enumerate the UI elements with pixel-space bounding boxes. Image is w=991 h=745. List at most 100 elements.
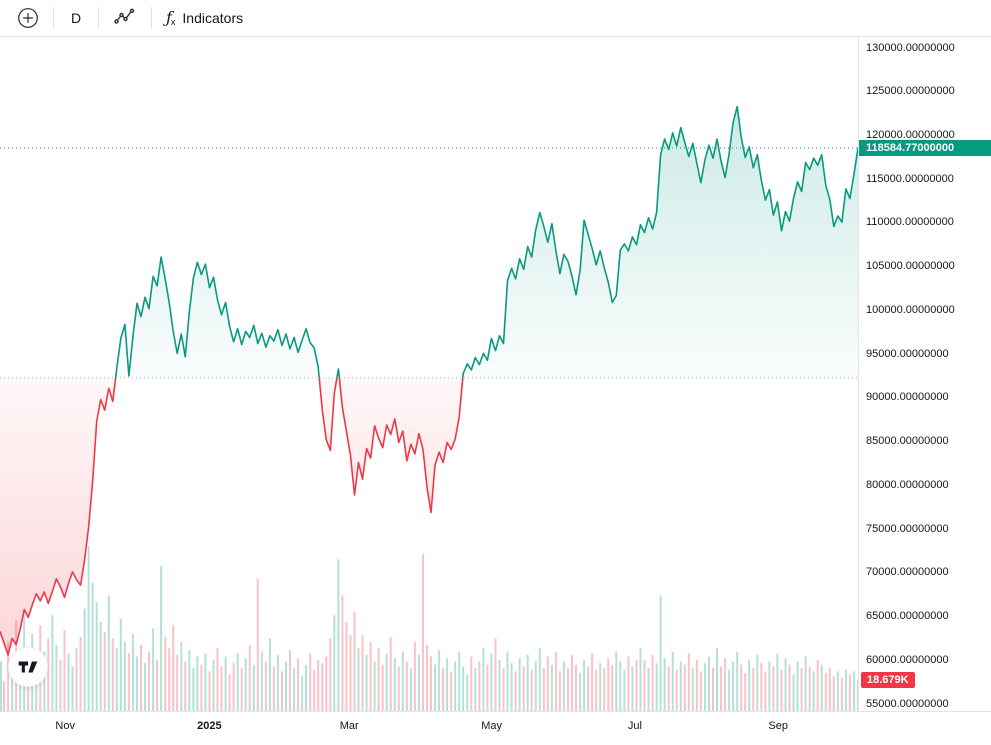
volume-bar [687,653,690,711]
volume-bar [349,635,352,711]
volume-bar [426,645,428,711]
volume-bar [208,671,211,711]
volume-bar [679,661,682,711]
volume-bar [764,671,767,711]
time-tick-label: Nov [55,720,75,732]
volume-bar [740,664,743,711]
volume-bar [256,579,259,711]
volume-bar [313,669,316,711]
volume-bar [131,633,134,711]
volume-bar [422,554,424,711]
volume-bar [180,641,183,711]
volume-bar [51,615,54,711]
volume-bar [176,654,179,711]
price-tick-label: 75000.00000000 [866,522,949,535]
volume-bar [119,618,122,711]
volume-bar [454,661,457,711]
volume-bar [341,595,344,711]
chart-style-button[interactable] [106,3,144,33]
volume-bar [409,668,412,711]
volume-bar [99,621,102,711]
volume-bar [615,651,618,711]
price-line-up [114,105,858,378]
volume-bar [530,669,533,711]
volume-bar [736,651,739,711]
volume-bar [136,656,138,711]
volume-bar [272,666,275,711]
volume-bar [47,638,50,711]
time-tick-label: Mar [339,720,359,732]
volume-bar [828,668,831,711]
volume-bar [772,666,775,711]
volume-bar [200,664,203,711]
volume-bar [87,546,90,711]
volume-bar [474,668,477,711]
volume-bar [534,661,537,711]
volume-bar [232,663,235,711]
volume-bar [276,654,279,711]
price-tick-label: 95000.00000000 [866,347,949,360]
toolbar-separator [53,7,54,29]
volume-bar [643,659,646,711]
volume-bar [381,664,384,711]
volume-bar [853,671,855,711]
volume-bar [216,648,219,711]
volume-bar [518,658,521,711]
plus-circle-icon [18,8,38,28]
volume-bar [164,636,167,711]
price-pane[interactable] [0,37,858,711]
volume-bar [728,669,731,711]
volume-bar [393,658,396,711]
volume-bar [844,669,847,711]
volume-bar [281,671,283,711]
volume-bar [470,656,473,711]
toolbar-separator [98,7,99,29]
volume-bar [744,673,747,711]
volume-bar [768,661,771,711]
volume-bar [776,653,779,711]
price-axis[interactable]: 118584.77000000 18.679K 130000.00000000 1… [858,37,991,711]
volume-bar [317,659,320,711]
volume-bar [75,648,78,711]
volume-bar [840,678,843,711]
volume-bar [494,638,497,711]
add-symbol-button[interactable] [10,3,46,33]
volume-bar [103,631,106,711]
volume-bar [784,658,787,711]
interval-button[interactable]: D [61,3,91,33]
volume-bar [293,668,296,711]
volume-bar [558,671,561,711]
volume-bar [663,658,666,711]
volume-bar [595,669,598,711]
volume-bar [554,651,557,711]
volume-bar [172,625,175,711]
bottom-row: Nov 2025 Mar May Jul Sep [0,711,991,745]
volume-bar [3,681,5,711]
volume-bar [478,661,481,711]
volume-bar [111,638,114,711]
tradingview-logo[interactable] [8,647,48,687]
volume-bar [67,653,70,711]
volume-bar [95,602,98,711]
volume-bar [212,659,215,711]
volume-bar [260,651,263,711]
volume-bar [369,641,372,711]
volume-bar [647,668,650,711]
time-axis[interactable]: Nov 2025 Mar May Jul Sep [0,712,858,745]
volume-bar [522,666,525,711]
volume-bar [0,661,2,711]
volume-bar [538,648,541,711]
volume-bar [7,641,10,711]
volume-bar [240,668,243,711]
volume-bar [667,666,670,711]
volume-bar [248,645,251,711]
volume-bar [675,669,678,711]
volume-bar [83,608,86,711]
volume-bar [832,676,835,711]
volume-bar [244,658,247,711]
price-tick-label: 90000.00000000 [866,391,949,404]
volume-bar [224,656,227,711]
volume-bar [345,621,348,711]
